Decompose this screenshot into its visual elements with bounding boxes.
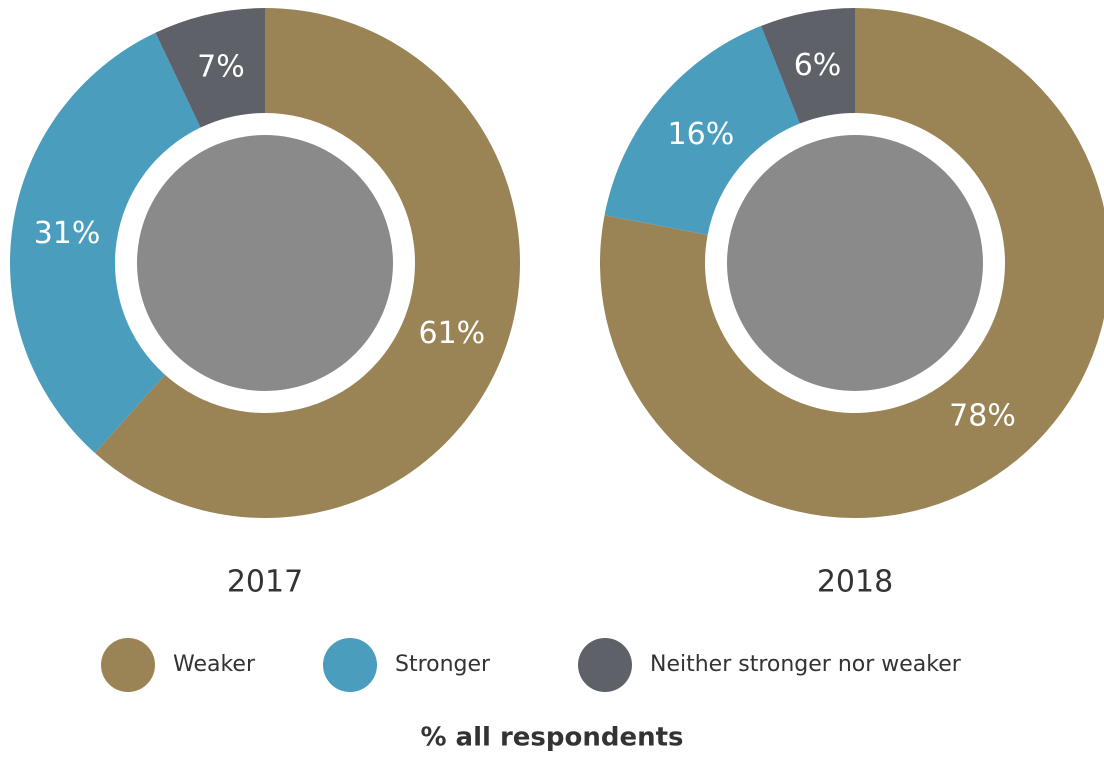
- value-label: 61%: [418, 316, 485, 351]
- value-label: 6%: [794, 48, 842, 83]
- legend-label: Neither stronger nor weaker: [650, 652, 962, 677]
- value-label: 16%: [668, 117, 735, 152]
- value-label: 31%: [34, 216, 101, 251]
- center-photo: [727, 135, 983, 391]
- chart-title: 2017: [227, 565, 303, 600]
- legend-swatch: [101, 638, 155, 692]
- value-label: 7%: [197, 49, 245, 84]
- center-photo: [137, 135, 393, 391]
- legend-swatch: [578, 638, 632, 692]
- value-label: 78%: [949, 399, 1016, 434]
- legend-swatch: [323, 638, 377, 692]
- donut-segment: [604, 25, 800, 235]
- caption: % all respondents: [420, 723, 683, 753]
- chart-title: 2018: [817, 565, 893, 600]
- donut-segment: [761, 8, 855, 124]
- legend-label: Weaker: [173, 652, 256, 677]
- donut-segment: [155, 8, 265, 128]
- donut-segment: [10, 32, 201, 454]
- donut-segment: [600, 8, 1104, 518]
- legend-label: Stronger: [395, 652, 491, 677]
- donut-segment: [94, 8, 520, 518]
